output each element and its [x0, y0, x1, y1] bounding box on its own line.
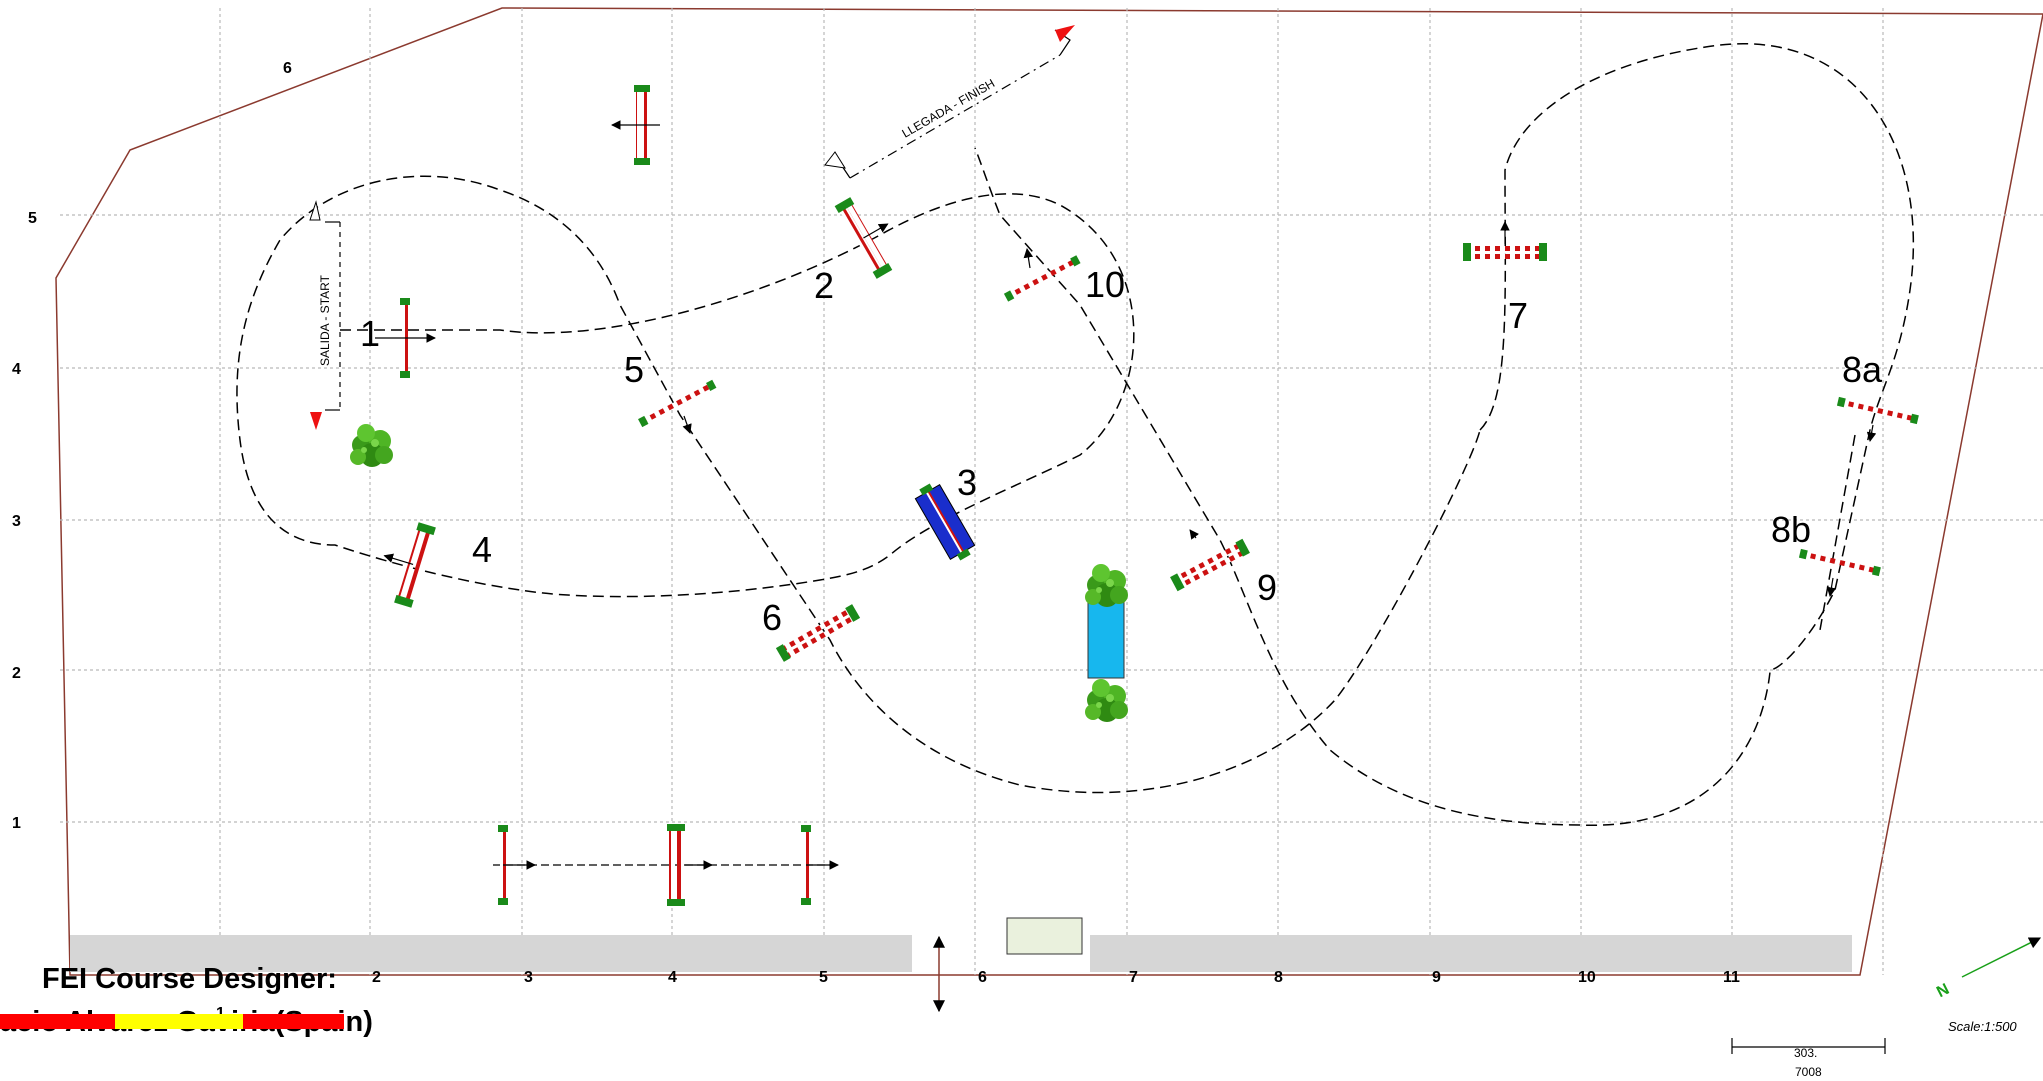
- obstacle-2: [834, 197, 893, 279]
- obstacle-8a: [1836, 396, 1919, 425]
- x-axis-label: 4: [668, 969, 677, 986]
- obstacle-numbers: 1 2 3 4 5 6 7 8a 8b 9 10: [360, 264, 1883, 638]
- start-line: SALIDA - START: [309, 200, 341, 430]
- obstacle-number: 10: [1085, 264, 1125, 305]
- flag-yellow: [115, 1014, 243, 1029]
- x-axis-label: 7: [1129, 969, 1138, 986]
- y-axis-label: 2: [12, 665, 21, 682]
- start-red-flag: [310, 412, 322, 430]
- scale-value: 303.: [1794, 1046, 1817, 1060]
- finish-label: LLEGADA - FINISH: [900, 76, 998, 140]
- y-axis-label: 1: [12, 815, 21, 832]
- obstacle-number: 9: [1257, 567, 1277, 608]
- x-axis-label: 5: [819, 969, 828, 986]
- finish-red-flag: [1055, 25, 1075, 42]
- bush-icon: [350, 424, 393, 467]
- obstacle-number: 1: [360, 313, 380, 354]
- obstacle-3: [914, 483, 976, 561]
- designer-credit: FEI Course Designer: acio Alvarez Gaviri…: [0, 963, 373, 1038]
- obstacle-number: 8b: [1771, 509, 1811, 550]
- scale-label: Scale:1:500: [1948, 1019, 2017, 1034]
- stand-left: [70, 935, 912, 972]
- x-axis-label: 8: [1274, 969, 1283, 986]
- bush-icon: [1085, 679, 1128, 722]
- y-axis: 1 2 3 4 5 6: [12, 60, 292, 832]
- bottom-line-fences: [493, 824, 839, 906]
- course-route: [236, 43, 1915, 826]
- x-axis-label: 10: [1578, 969, 1596, 986]
- compass-icon: N: [1934, 937, 2042, 1001]
- designer-title: FEI Course Designer:: [42, 963, 337, 995]
- obstacle-4: [383, 522, 436, 608]
- obstacle-number: 5: [624, 349, 644, 390]
- x-axis-label: 6: [978, 969, 987, 986]
- x-axis-label: 2: [372, 969, 381, 986]
- water-tray: [1087, 599, 1125, 679]
- obstacle-6: [775, 604, 861, 662]
- finish-line: LLEGADA - FINISH: [824, 25, 1075, 179]
- obstacle-number: 3: [957, 462, 977, 503]
- obstacle-number: 4: [472, 529, 492, 570]
- obstacle-number: 7: [1508, 295, 1528, 336]
- obstacle-5: [638, 379, 717, 428]
- arena-boundary: [55, 7, 2043, 976]
- obstacle-10: [1003, 255, 1081, 302]
- x-axis-label: 1: [216, 1005, 225, 1022]
- stand-right: [1090, 935, 1852, 972]
- practice-oxer-top: [611, 85, 660, 165]
- x-axis-label: 3: [524, 969, 533, 986]
- route-arrows: [682, 248, 1877, 597]
- svg-text:N: N: [1934, 981, 1952, 1001]
- finish-white-flag: [824, 151, 846, 169]
- start-label: SALIDA - START: [318, 274, 332, 366]
- x-axis: 1 2 3 4 5 6 7 8 9 10 11: [216, 969, 1740, 1022]
- bush-icon: [1085, 564, 1128, 607]
- corner-label: 6: [283, 60, 292, 77]
- grid: [60, 8, 2043, 975]
- judge-box: [1006, 917, 1083, 955]
- scale-bar: 303. 7008: [1731, 1038, 1886, 1079]
- obstacle-number: 8a: [1842, 349, 1883, 390]
- y-axis-label: 3: [12, 513, 21, 530]
- obstacle-number: 6: [762, 597, 782, 638]
- y-axis-label: 4: [12, 361, 21, 378]
- flag-red-left: [0, 1014, 115, 1029]
- obstacle-1: [375, 298, 436, 378]
- scale-sub: 7008: [1795, 1065, 1822, 1079]
- x-axis-label: 9: [1432, 969, 1441, 986]
- obstacle-number: 2: [814, 265, 834, 306]
- x-axis-label: 11: [1723, 969, 1740, 986]
- obstacle-8b: [1798, 548, 1881, 577]
- obstacle-9: [1170, 538, 1250, 592]
- y-axis-label: 5: [28, 210, 37, 227]
- start-white-flag: [309, 200, 321, 221]
- obstacle-7: [1463, 221, 1547, 261]
- flag-red-right: [243, 1014, 344, 1029]
